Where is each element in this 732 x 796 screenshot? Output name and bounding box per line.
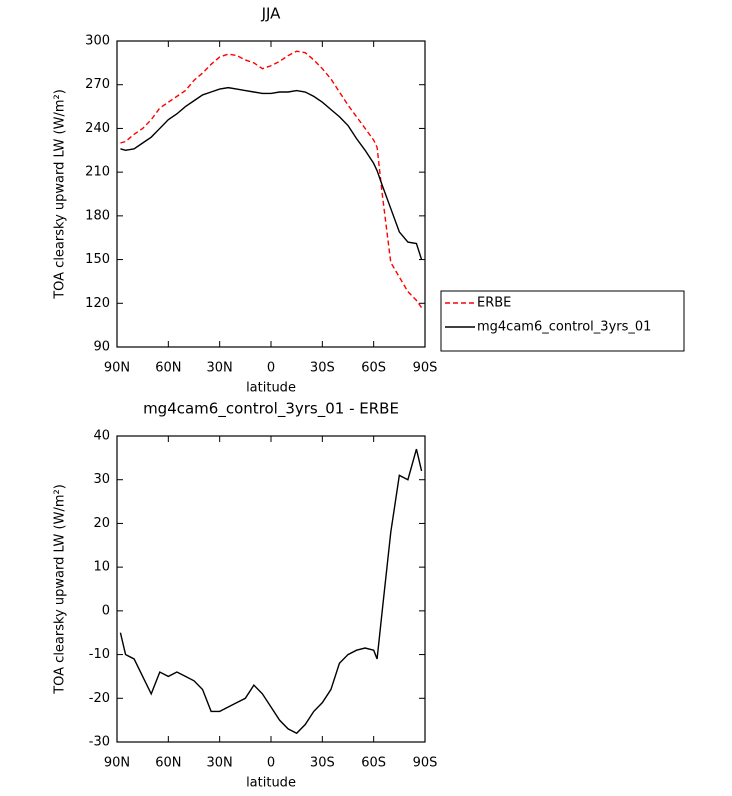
x-axis-label: latitude xyxy=(246,776,296,791)
x-tick-label: 90N xyxy=(104,361,130,376)
x-tick-label: 90N xyxy=(104,756,130,771)
y-tick-label: 90 xyxy=(93,340,110,355)
y-axis-label: TOA clearsky upward LW (W/m²) xyxy=(53,484,68,695)
x-tick-label: 60N xyxy=(155,756,181,771)
x-tick-label: 0 xyxy=(267,756,275,771)
data-line xyxy=(120,50,423,309)
x-tick-label: 30N xyxy=(207,361,233,376)
legend-label: mg4cam6_control_3yrs_01 xyxy=(477,320,651,335)
chart-title: mg4cam6_control_3yrs_01 - ERBE xyxy=(143,400,399,419)
x-tick-label: 60S xyxy=(361,756,386,771)
y-tick-label: 120 xyxy=(85,296,110,311)
y-tick-label: -10 xyxy=(89,647,110,662)
legend-label: ERBE xyxy=(477,296,511,311)
y-tick-label: 10 xyxy=(93,560,110,575)
x-tick-label: 90S xyxy=(413,361,438,376)
y-tick-label: 150 xyxy=(85,252,110,267)
y-tick-label: 20 xyxy=(93,516,110,531)
x-tick-label: 60S xyxy=(361,361,386,376)
x-axis-label: latitude xyxy=(246,381,296,396)
data-line xyxy=(120,86,423,260)
x-tick-label: 30S xyxy=(310,756,335,771)
plot-frame xyxy=(116,40,426,348)
x-tick-label: 90S xyxy=(413,756,438,771)
y-tick-label: 240 xyxy=(85,121,110,136)
y-tick-label: 30 xyxy=(93,472,110,487)
y-axis-label: TOA clearsky upward LW (W/m²) xyxy=(53,89,68,300)
x-tick-label: 30N xyxy=(207,756,233,771)
y-tick-label: 210 xyxy=(85,165,110,180)
y-tick-label: -30 xyxy=(89,735,110,750)
x-tick-label: 0 xyxy=(267,361,275,376)
x-tick-label: 30S xyxy=(310,361,335,376)
plot-frame xyxy=(116,435,426,743)
y-tick-label: -20 xyxy=(89,691,110,706)
y-tick-label: 270 xyxy=(85,77,110,92)
chart-title: JJA xyxy=(261,5,282,23)
y-tick-label: 0 xyxy=(102,603,110,618)
data-line xyxy=(119,448,423,735)
y-tick-label: 40 xyxy=(93,429,110,444)
y-tick-label: 300 xyxy=(85,34,110,49)
y-tick-label: 180 xyxy=(85,208,110,223)
legend-box xyxy=(440,290,685,352)
x-tick-label: 60N xyxy=(155,361,181,376)
